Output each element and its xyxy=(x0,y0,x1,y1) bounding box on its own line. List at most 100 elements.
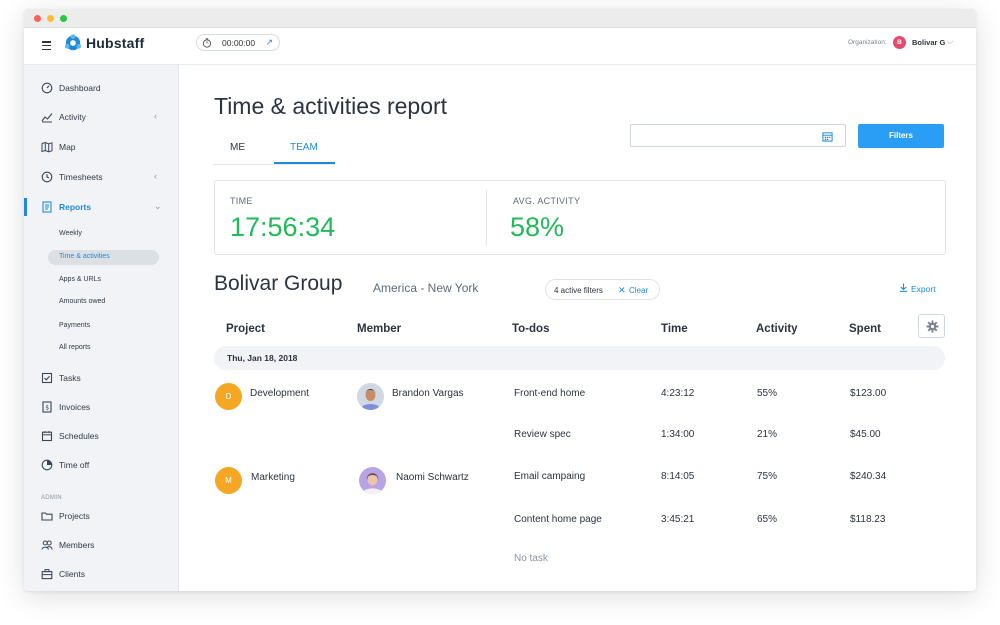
menu-icon[interactable] xyxy=(42,41,51,51)
sidebar-subitem-payments[interactable]: Payments xyxy=(48,319,159,334)
column-header-member: Member xyxy=(357,323,402,335)
chevron-down-icon: ⌄ xyxy=(154,201,162,211)
sidebar-item-tasks[interactable]: Tasks xyxy=(24,369,179,389)
app-window: Hubstaff 00:00:00 ↗ Organization: B Boli… xyxy=(24,9,976,591)
date-group-row: Thu, Jan 18, 2018 xyxy=(214,346,945,370)
summary-divider xyxy=(486,190,487,246)
maximize-window-button[interactable] xyxy=(60,15,67,22)
sidebar-subitem-label: Time & activities xyxy=(59,253,110,260)
minimize-window-button[interactable] xyxy=(47,15,54,22)
sidebar-item-label: Clients xyxy=(59,569,85,579)
time-value: 8:14:05 xyxy=(661,471,695,482)
sidebar-item-label: Timesheets xyxy=(59,172,103,182)
sidebar-item-label: Members xyxy=(59,540,95,550)
sidebar-item-label: Map xyxy=(59,142,76,152)
time-value: 1:34:00 xyxy=(661,429,695,440)
avg-activity-label: AVG. ACTIVITY xyxy=(513,196,581,206)
time-value: 17:56:34 xyxy=(230,212,336,242)
sidebar-subitem-label: All reports xyxy=(59,344,91,351)
time-value: 3:45:21 xyxy=(661,514,695,525)
sidebar-item-clients[interactable]: Clients xyxy=(24,565,179,585)
member-avatar xyxy=(357,383,384,410)
report-icon xyxy=(42,201,52,213)
sidebar-item-activity[interactable]: Activity ‹ xyxy=(24,108,179,128)
chevron-left-icon: ‹ xyxy=(154,171,157,181)
sidebar-item-label: Time off xyxy=(59,460,90,470)
time-label: TIME xyxy=(230,196,253,206)
app-name: Hubstaff xyxy=(86,35,145,51)
sidebar-item-schedules[interactable]: Schedules xyxy=(24,427,179,447)
timer-widget[interactable]: 00:00:00 ↗ xyxy=(196,34,280,51)
todo-name[interactable]: Review spec xyxy=(514,429,571,440)
download-icon xyxy=(899,283,908,292)
spent-value: $45.00 xyxy=(850,429,881,440)
sidebar-subitem-all-reports[interactable]: All reports xyxy=(48,341,159,356)
sidebar-item-members[interactable]: Members xyxy=(24,536,179,556)
project-avatar: M xyxy=(215,467,242,494)
filters-button[interactable]: Filters xyxy=(858,124,944,148)
sidebar-item-reports[interactable]: Reports ⌄ xyxy=(24,198,179,218)
clear-icon[interactable]: ✕ xyxy=(618,285,626,295)
sidebar-subitem-apps-urls[interactable]: Apps & URLs xyxy=(48,273,159,288)
sidebar-subitem-amounts-owed[interactable]: Amounts owed xyxy=(48,295,159,310)
member-name[interactable]: Brandon Vargas xyxy=(392,388,464,399)
spent-value: $118.23 xyxy=(850,514,886,525)
activity-value: 55% xyxy=(757,388,778,399)
checkbox-icon xyxy=(41,372,53,384)
sidebar-item-map[interactable]: Map xyxy=(24,138,179,158)
summary-card: TIME 17:56:34 AVG. ACTIVITY 58% xyxy=(214,180,946,255)
project-avatar: D xyxy=(215,383,242,410)
sidebar-subitem-label: Amounts owed xyxy=(59,298,106,305)
todo-name[interactable]: Email campaing xyxy=(514,471,586,482)
todo-name[interactable]: Content home page xyxy=(514,514,602,525)
sidebar-item-timesheets[interactable]: Timesheets ‹ xyxy=(24,168,179,188)
folder-icon xyxy=(41,512,53,521)
organization-label: Organization: xyxy=(848,39,887,46)
sidebar-item-invoices[interactable]: $ Invoices xyxy=(24,398,179,418)
export-label: Export xyxy=(911,284,936,294)
date-range-input[interactable] xyxy=(630,124,846,147)
table-settings-button[interactable] xyxy=(918,314,945,338)
calendar-icon[interactable] xyxy=(822,131,833,142)
sidebar-item-label: Activity xyxy=(59,112,86,122)
active-indicator xyxy=(24,198,27,216)
organization-avatar[interactable]: B xyxy=(893,36,906,49)
clear-filters-button[interactable]: Clear xyxy=(629,286,649,295)
project-name[interactable]: Marketing xyxy=(251,472,295,483)
sidebar-item-label: Tasks xyxy=(59,373,81,383)
active-tab-indicator xyxy=(274,162,335,164)
active-filters-count: 4 active filters xyxy=(554,286,603,295)
sidebar-item-label: Schedules xyxy=(59,431,99,441)
sidebar-item-label: Projects xyxy=(59,511,90,521)
sidebar-item-dashboard[interactable]: Dashboard xyxy=(24,79,179,99)
chevron-down-icon[interactable]: ⌵ xyxy=(947,37,954,46)
project-name[interactable]: Development xyxy=(250,388,309,399)
pie-icon xyxy=(41,459,53,471)
hubstaff-logo-icon xyxy=(64,34,82,51)
spent-value: $123.00 xyxy=(850,388,887,399)
no-task-label: No task xyxy=(514,553,548,564)
organization-name[interactable]: Bolivar G xyxy=(912,38,946,47)
sidebar: Dashboard Activity ‹ Map Timesheets ‹ Re… xyxy=(24,65,179,591)
tab-team[interactable]: TEAM xyxy=(290,142,318,153)
map-icon xyxy=(41,141,53,153)
sidebar-item-projects[interactable]: Projects xyxy=(24,507,179,527)
sidebar-subitem-weekly[interactable]: Weekly xyxy=(48,227,159,242)
export-button[interactable]: Export xyxy=(899,283,936,294)
group-timezone: America - New York xyxy=(373,281,479,295)
gear-icon xyxy=(926,320,939,333)
sidebar-item-label: Reports xyxy=(59,202,92,212)
sidebar-subitem-time-activities[interactable]: Time & activities xyxy=(48,250,159,265)
tab-bar-divider xyxy=(214,164,335,165)
open-timer-icon[interactable]: ↗ xyxy=(265,37,273,47)
sidebar-item-time-off[interactable]: Time off xyxy=(24,456,179,476)
todo-name[interactable]: Front-end home xyxy=(514,388,586,399)
close-window-button[interactable] xyxy=(34,15,41,22)
member-name[interactable]: Naomi Schwartz xyxy=(396,472,469,483)
tab-me[interactable]: ME xyxy=(230,142,245,153)
admin-section-label: ADMIN xyxy=(41,495,62,501)
members-icon xyxy=(41,540,53,550)
sidebar-subitem-label: Weekly xyxy=(59,230,82,237)
sidebar-subitem-label: Payments xyxy=(59,322,91,329)
timer-value: 00:00:00 xyxy=(222,38,256,48)
